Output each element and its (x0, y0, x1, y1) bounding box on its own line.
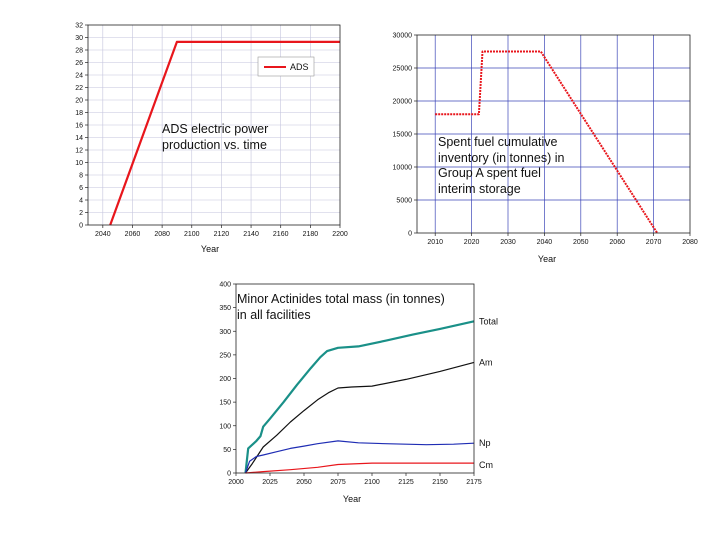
ads-y-tick-label: 20 (75, 98, 83, 105)
ads-y-tick-label: 14 (75, 135, 83, 142)
ma-y-ticks: 0 50 100 150 200 250 300 350 400 (219, 282, 231, 478)
ads-x-tick-label: 2200 (332, 231, 348, 238)
ads-axes (85, 24, 341, 228)
ads-y-tick-label: 28 (75, 48, 83, 55)
ma-y-tick-label: 50 (223, 447, 231, 454)
ads-x-tick-label: 2140 (243, 231, 259, 238)
chart-spent-fuel: 2010 2020 2030 2040 2050 2060 2070 2080 0 5000 10… (393, 33, 698, 265)
spent-x-tick-label: 2080 (682, 239, 698, 246)
ma-series-0 (244, 320, 475, 474)
ads-y-tick-label: 12 (75, 148, 83, 155)
minor-actinides-caption: Minor Actinides total mass (in tonnes) i… (237, 292, 445, 322)
ads-grid (88, 25, 340, 225)
ma-x-tick-label: 2075 (330, 479, 346, 486)
ma-y-tick-label: 250 (219, 352, 231, 359)
spent-y-tick-label: 15000 (393, 132, 413, 139)
ma-y-tick-label: 300 (219, 329, 231, 336)
chart-ads-power: 2040 2060 2080 2100 2120 2140 2160 2180 2200 024… (75, 23, 348, 255)
ads-x-tick-label: 2160 (273, 231, 289, 238)
ads-y-tick-label: 10 (75, 160, 83, 167)
ads-series-0 (109, 40, 340, 226)
ma-x-tick-label: 2000 (228, 479, 244, 486)
spent-fuel-caption: Spent fuel cumulative inventory (in tonn… (438, 135, 565, 196)
spent-grid (417, 35, 690, 233)
ads-y-tick-label: 6 (79, 185, 83, 192)
ma-x-tick-label: 2175 (466, 479, 482, 486)
spent-y-tick-label: 20000 (393, 99, 413, 106)
ads-y-tick-label: 22 (75, 85, 83, 92)
ma-series-label-0: Total (479, 316, 498, 326)
ma-x-tick-label: 2050 (296, 479, 312, 486)
spent-y-ticks: 0 5000 10000 15000 20000 25000 30000 (393, 33, 413, 238)
ads-x-tick-label: 2100 (184, 231, 200, 238)
spent-x-tick-label: 2070 (646, 239, 662, 246)
spent-axes (414, 34, 691, 236)
ma-x-tick-label: 2025 (262, 479, 278, 486)
spent-y-tick-label: 0 (408, 231, 412, 238)
ma-y-tick-label: 0 (227, 471, 231, 478)
ads-x-title: Year (201, 244, 219, 254)
ads-x-tick-label: 2040 (95, 231, 111, 238)
ma-series (244, 320, 475, 474)
spent-x-tick-label: 2020 (464, 239, 480, 246)
ma-x-ticks: 2000 2025 2050 2075 2100 2125 2150 2175 (228, 479, 482, 486)
ma-x-tick-label: 2150 (432, 479, 448, 486)
spent-y-tick-label: 5000 (396, 198, 412, 205)
ads-y-tick-label: 30 (75, 35, 83, 42)
ma-y-tick-label: 200 (219, 376, 231, 383)
spent-x-tick-label: 2050 (573, 239, 589, 246)
ads-series (109, 40, 340, 226)
chart-minor-actinides: 2000 2025 2050 2075 2100 2125 2150 2175 0 50 100 1… (219, 282, 498, 505)
spent-series-0 (435, 50, 659, 234)
spent-x-tick-label: 2030 (500, 239, 516, 246)
ads-y-tick-label: 0 (79, 223, 83, 230)
ma-series-label-2: Np (479, 438, 491, 448)
ads-caption: ADS electric power production vs. time (162, 122, 269, 152)
ads-y-tick-label: 4 (79, 198, 83, 205)
ads-plot-frame (87, 24, 341, 226)
ads-x-tick-label: 2120 (214, 231, 230, 238)
ma-x-tick-label: 2125 (398, 479, 414, 486)
ads-y-tick-label: 8 (79, 173, 83, 180)
spent-x-title: Year (538, 254, 556, 264)
spent-plot-frame (416, 34, 691, 234)
ma-y-tick-label: 350 (219, 305, 231, 312)
spent-x-ticks: 2010 2020 2030 2040 2050 2060 2070 2080 (427, 239, 697, 246)
spent-series (435, 50, 659, 234)
ads-x-tick-label: 2180 (303, 231, 319, 238)
ma-y-tick-label: 400 (219, 282, 231, 289)
ma-series-3 (245, 462, 474, 474)
ma-series-label-3: Cm (479, 460, 493, 470)
ads-legend: ADS (257, 56, 315, 77)
ads-y-tick-label: 16 (75, 123, 83, 130)
ma-plot-frame (235, 283, 475, 474)
spent-y-tick-label: 25000 (393, 66, 413, 73)
spent-y-tick-label: 30000 (393, 33, 413, 40)
spent-x-tick-label: 2040 (537, 239, 553, 246)
ma-x-title: Year (343, 494, 361, 504)
ma-series-labels: Total Am Np Cm (479, 316, 498, 470)
ads-x-tick-label: 2080 (154, 231, 170, 238)
spent-x-tick-label: 2060 (609, 239, 625, 246)
spent-y-tick-label: 10000 (393, 165, 413, 172)
ma-y-tick-label: 150 (219, 400, 231, 407)
ma-y-tick-label: 100 (219, 423, 231, 430)
ma-series-label-1: Am (479, 357, 493, 367)
ads-x-ticks: 2040 2060 2080 2100 2120 2140 2160 2180 2200 (95, 231, 348, 238)
ma-series-2 (244, 440, 475, 474)
ma-series-1 (245, 361, 475, 474)
ads-x-tick-label: 2060 (125, 231, 141, 238)
ads-y-tick-label: 2 (79, 210, 83, 217)
ads-y-tick-label: 18 (75, 110, 83, 117)
ads-y-tick-label: 32 (75, 23, 83, 30)
ads-legend-label: ADS (290, 62, 309, 72)
ma-x-tick-label: 2100 (364, 479, 380, 486)
ads-y-tick-label: 24 (75, 73, 83, 80)
spent-x-tick-label: 2010 (427, 239, 443, 246)
ads-y-tick-label: 26 (75, 60, 83, 67)
ma-axes (233, 283, 475, 476)
